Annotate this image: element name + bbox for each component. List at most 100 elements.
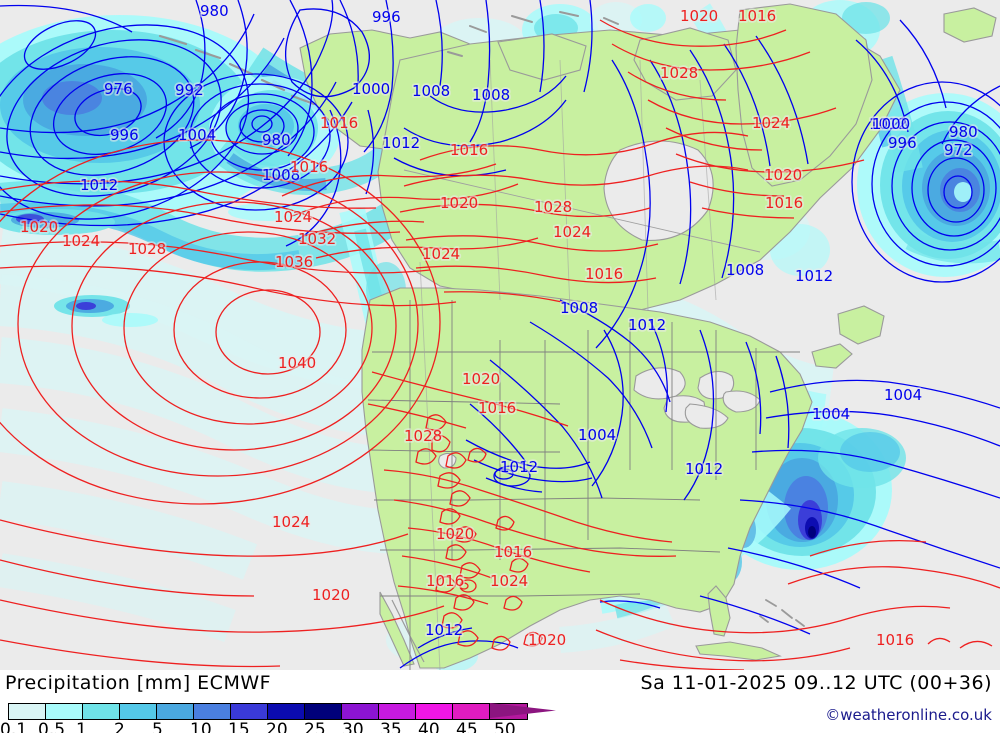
colorbar-swatch — [416, 704, 453, 719]
coastline-layer — [158, 11, 805, 663]
isobar-label: 1008 — [726, 261, 764, 279]
isobar-label: 1008 — [262, 166, 300, 184]
map-canvas[interactable]: 980 980 996 996 976 976 992 992 1000 1000 1008 1008… — [0, 0, 1000, 670]
isobar-label-halo: 1008 — [472, 86, 510, 104]
colorbar — [8, 703, 528, 720]
isobar-label-halo: 1012 — [382, 134, 420, 152]
colorbar-tick: 15 — [228, 720, 250, 733]
isobar-label-halo: 1024 — [272, 513, 310, 531]
isobar-label: 1012 — [869, 115, 907, 133]
isobar-label: 972 — [944, 141, 973, 159]
isobar-label-halo: 1036 — [275, 253, 313, 271]
isobar-label-halo: 1004 — [578, 426, 616, 444]
isobar-label-halo: 1020 — [436, 525, 474, 543]
isobar-label: 1024 — [274, 208, 312, 226]
isobar-label-halo: 1032 — [298, 230, 336, 248]
isobar-label-halo: 1012 — [425, 621, 463, 639]
colorbar-swatch — [342, 704, 379, 719]
colorbar-swatch — [120, 704, 157, 719]
isobar-label: 1020 — [440, 194, 478, 212]
isobar-label-halo: 1012 — [685, 460, 723, 478]
colorbar-tick: 2 — [114, 720, 125, 733]
colorbar-tick: 30 — [342, 720, 364, 733]
isobar-label: 1024 — [62, 232, 100, 250]
isobar-label: 1004 — [812, 405, 850, 423]
isobar-label: 1032 — [298, 230, 336, 248]
isobar-label-halo: 1008 — [560, 299, 598, 317]
isobar-label: 1004 — [578, 426, 616, 444]
isobar-label: 1024 — [272, 513, 310, 531]
isobar-label: 1036 — [275, 253, 313, 271]
isobar-label: 1020 — [528, 631, 566, 649]
isobar-label-halo: 1020 — [440, 194, 478, 212]
isobar-label: 1024 — [752, 114, 790, 132]
isobar-label: 1020 — [462, 370, 500, 388]
isobar-label: 1016 — [426, 572, 464, 590]
isobar-label: 1016 — [320, 114, 358, 132]
isobar-label-halo: 1000 — [352, 80, 390, 98]
isobar-label: 1016 — [765, 194, 803, 212]
isobar-label: 1028 — [534, 198, 572, 216]
isobar-label-halo: 1020 — [312, 586, 350, 604]
isobar-label: 996 — [110, 126, 139, 144]
colorbar-tick: 50 — [494, 720, 516, 733]
isobar-label: 1024 — [490, 572, 528, 590]
colorbar-swatch — [157, 704, 194, 719]
isobar-label: 1024 — [422, 245, 460, 263]
colorbar-swatch — [453, 704, 490, 719]
isobar-label: 1028 — [660, 64, 698, 82]
isobar-label-halo: 1020 — [20, 218, 58, 236]
isobar-label-halo: 1012 — [80, 176, 118, 194]
colorbar-tick: 0.1 — [0, 720, 28, 733]
isobar-label-halo: 1016 — [738, 7, 776, 25]
colorbar-tick: 10 — [190, 720, 212, 733]
isobar-label: 1012 — [685, 460, 723, 478]
colorbar-swatch — [83, 704, 120, 719]
isobar-label: 992 — [175, 81, 204, 99]
isobar-label: 1020 — [312, 586, 350, 604]
isobar-label: 1024 — [553, 223, 591, 241]
isobar-label-halo: 1028 — [660, 64, 698, 82]
isobar-labels-high: 1020 1020 1016 1016 1028 1028 1016 1016 1024 1024… — [18, 5, 916, 651]
isobar-label: 1020 — [436, 525, 474, 543]
isobar-label-halo: 996 — [110, 126, 139, 144]
isobar-label-halo: 1016 — [290, 158, 328, 176]
isobar-label: 1008 — [560, 299, 598, 317]
isobars-high-layer — [0, 19, 1000, 670]
isobar-label-halo: 1028 — [534, 198, 572, 216]
colorbar-overflow-arrow — [490, 703, 556, 718]
isobar-label: 980 — [200, 2, 229, 20]
isobar-label: 1012 — [80, 176, 118, 194]
colorbar-swatch — [379, 704, 416, 719]
isobar-label-halo: 1016 — [426, 572, 464, 590]
colorbar-swatch — [194, 704, 231, 719]
isobar-label-halo: 1012 — [869, 115, 907, 133]
isobar-label-halo: 1004 — [812, 405, 850, 423]
colorbar-swatch — [305, 704, 342, 719]
colorbar-tick: 20 — [266, 720, 288, 733]
isobar-label-halo: 980 — [200, 2, 229, 20]
colorbar-swatch — [46, 704, 83, 719]
isobar-label: 1004 — [178, 126, 216, 144]
isobar-label: 980 — [949, 123, 978, 141]
isobar-label: 1012 — [425, 621, 463, 639]
isobar-label-halo: 972 — [944, 141, 973, 159]
colorbar-swatch — [268, 704, 305, 719]
colorbar-tick: 1 — [76, 720, 87, 733]
colorbar-tick: 40 — [418, 720, 440, 733]
isobar-label-halo: 1016 — [585, 265, 623, 283]
isobar-label: 1016 — [290, 158, 328, 176]
isobar-label-halo: 1012 — [628, 316, 666, 334]
colorbar-tick: 45 — [456, 720, 478, 733]
isobar-label-halo: 1024 — [62, 232, 100, 250]
isobar-label-halo: 1016 — [876, 631, 914, 649]
isobar-label: 1020 — [20, 218, 58, 236]
isobar-label: 1020 — [680, 7, 718, 25]
isobar-label-halo: 1028 — [128, 240, 166, 258]
isobar-label-halo: 1008 — [412, 82, 450, 100]
isobar-label: 1012 — [382, 134, 420, 152]
isobar-label: 1016 — [494, 543, 532, 561]
